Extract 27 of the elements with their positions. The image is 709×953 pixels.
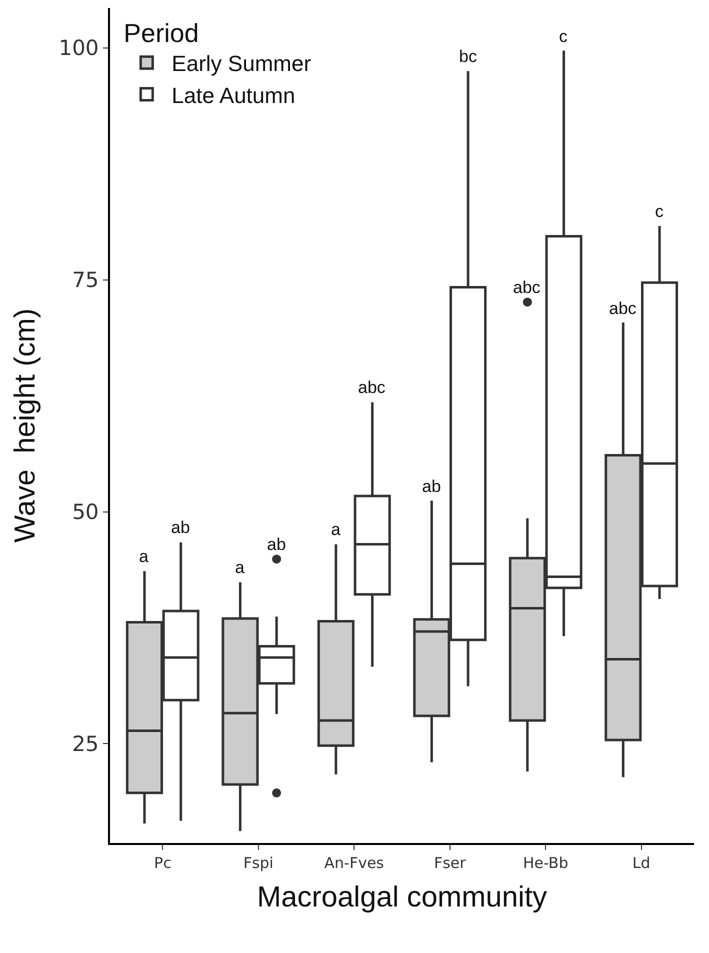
annotation: c: [559, 27, 568, 46]
annotation: bc: [459, 47, 478, 66]
legend-title: Period: [124, 18, 199, 48]
annotation: a: [235, 558, 245, 577]
x-tick-label: An-Fves: [324, 854, 384, 872]
annotation: ab: [422, 477, 441, 496]
annotation: c: [655, 202, 664, 221]
y-tick-label: 100: [58, 36, 99, 60]
annotation: a: [139, 547, 149, 566]
y-tick-label: 25: [72, 732, 99, 756]
y-tick-label: 75: [72, 268, 99, 292]
x-tick-label: He-Bb: [523, 854, 568, 872]
x-tick-label: Pc: [154, 854, 172, 872]
x-tick-label: Fser: [434, 854, 467, 872]
annotation: a: [331, 520, 341, 539]
annotation: ab: [171, 518, 190, 537]
annotation: abc: [609, 299, 637, 318]
x-tick-label: Ld: [632, 854, 650, 872]
y-axis-title: Wave height (cm): [10, 308, 42, 543]
y-tick-label: 50: [72, 500, 99, 524]
legend-label: Late Autumn: [172, 82, 296, 108]
x-axis-title: Macroalgal community: [256, 881, 548, 914]
x-tick-label: Fspi: [243, 854, 274, 872]
legend-label: Early Summer: [172, 51, 312, 76]
annotation: abc: [513, 278, 541, 297]
annotation: ab: [267, 535, 286, 554]
annotation: abc: [358, 378, 386, 397]
